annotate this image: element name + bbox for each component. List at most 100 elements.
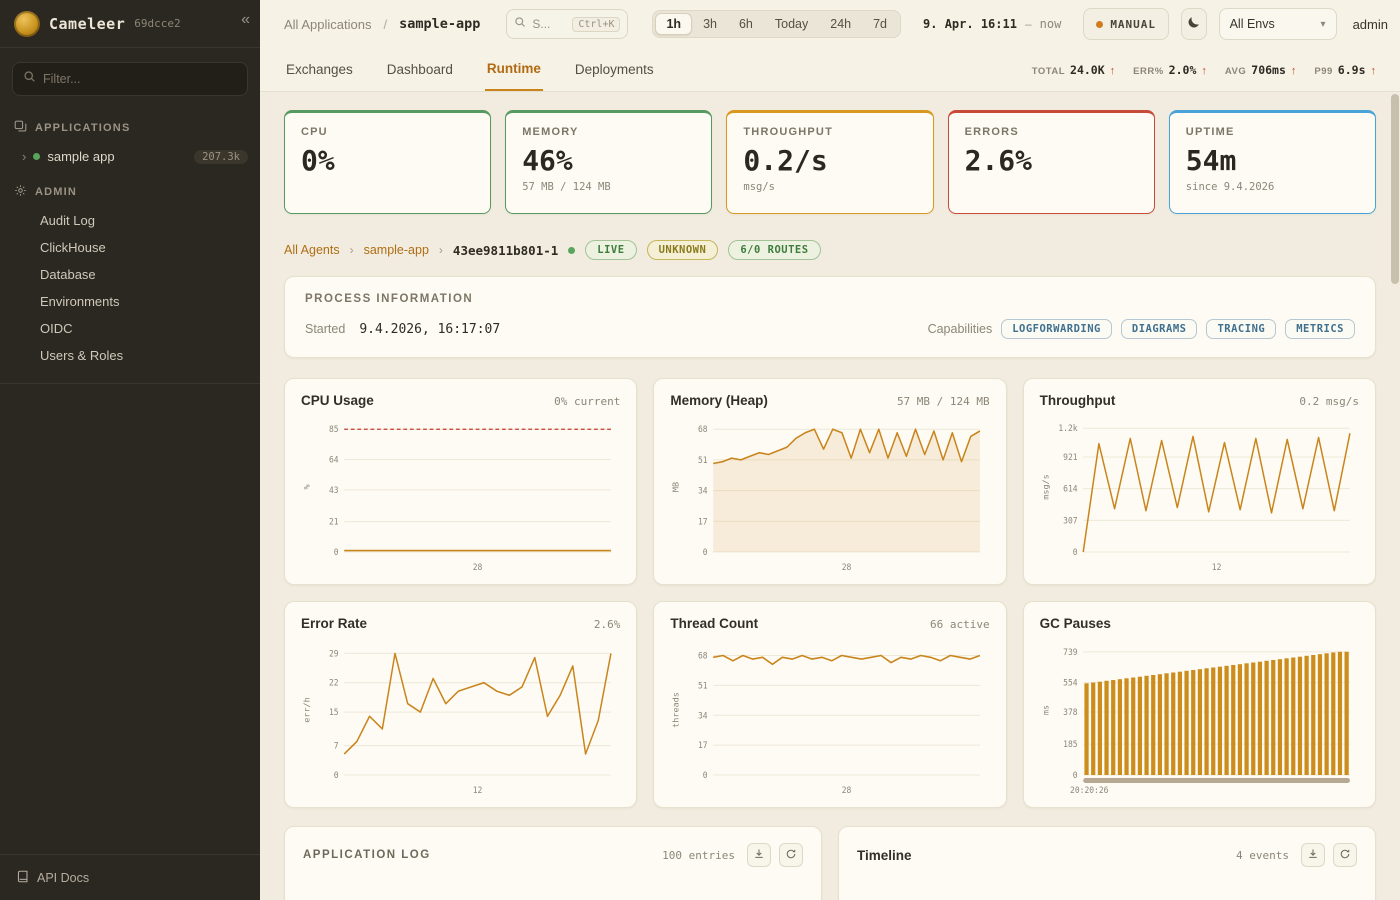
scrollbar-thumb[interactable] bbox=[1391, 94, 1399, 284]
svg-text:12: 12 bbox=[1211, 562, 1221, 572]
tabs: Exchanges Dashboard Runtime Deployments bbox=[284, 48, 656, 91]
time-range-group: 1h 3h 6h Today 24h 7d bbox=[652, 10, 902, 38]
svg-text:15: 15 bbox=[329, 707, 339, 717]
svg-text:34: 34 bbox=[698, 485, 708, 495]
svg-text:MB: MB bbox=[671, 482, 681, 492]
agent-app-link[interactable]: sample-app bbox=[363, 243, 429, 257]
refresh-mode-button[interactable]: MANUAL bbox=[1083, 8, 1170, 40]
content: CPU 0% MEMORY 46% 57 MB / 124 MB THROUGH… bbox=[260, 92, 1400, 900]
capability-diagrams: DIAGRAMS bbox=[1120, 319, 1198, 339]
time-range-6h[interactable]: 6h bbox=[728, 13, 764, 35]
process-information-title: PROCESS INFORMATION bbox=[305, 293, 474, 305]
refresh-timeline-button[interactable] bbox=[1333, 843, 1357, 867]
global-search[interactable]: Ctrl+K bbox=[506, 9, 629, 39]
tab-exchanges[interactable]: Exchanges bbox=[284, 48, 355, 91]
stat-card-sub bbox=[301, 181, 474, 194]
scrollbar bbox=[1391, 94, 1399, 900]
agents-link[interactable]: All Agents bbox=[284, 243, 340, 257]
chevron-right-icon: › bbox=[438, 243, 443, 257]
main-area: All Applications / sample-app Ctrl+K 1h … bbox=[260, 0, 1400, 900]
sidebar-item-sample-app[interactable]: › sample app 207.3k bbox=[0, 143, 260, 170]
time-range-today[interactable]: Today bbox=[764, 13, 819, 35]
svg-text:22: 22 bbox=[329, 677, 339, 687]
routes-badge: 6/0 ROUTES bbox=[728, 240, 821, 260]
refresh-log-button[interactable] bbox=[779, 843, 803, 867]
user-menu[interactable]: admin bbox=[1352, 16, 1388, 32]
svg-text:28: 28 bbox=[473, 562, 483, 572]
download-icon bbox=[1307, 848, 1319, 863]
tab-dashboard[interactable]: Dashboard bbox=[385, 48, 455, 91]
time-range-24h[interactable]: 24h bbox=[819, 13, 862, 35]
process-information-card: PROCESS INFORMATION Started 9.4.2026, 16… bbox=[284, 276, 1376, 358]
memory-heap-chart: 0 17 34 51 68 MB 28 bbox=[671, 424, 981, 572]
chart-card-error-rate: Error Rate 2.6% 0 7 15 22 29 err/h 12 bbox=[284, 601, 638, 808]
environment-select[interactable]: All Envs ▾ bbox=[1218, 8, 1337, 40]
time-range-1h[interactable]: 1h bbox=[655, 13, 693, 35]
api-docs-label: API Docs bbox=[37, 870, 90, 885]
api-docs-link[interactable]: API Docs bbox=[0, 854, 260, 900]
svg-text:68: 68 bbox=[698, 650, 708, 660]
svg-text:185: 185 bbox=[1063, 739, 1077, 749]
sidebar-item-users-roles[interactable]: Users & Roles bbox=[40, 348, 124, 363]
tab-deployments[interactable]: Deployments bbox=[573, 48, 656, 91]
sidebar-item-oidc[interactable]: OIDC bbox=[40, 321, 73, 336]
application-log-title: APPLICATION LOG bbox=[303, 849, 431, 861]
sidebar-item-audit-log[interactable]: Audit Log bbox=[40, 213, 95, 228]
svg-text:0: 0 bbox=[334, 547, 339, 557]
svg-text:34: 34 bbox=[698, 710, 708, 720]
global-search-input[interactable] bbox=[532, 17, 567, 31]
throughput-chart: 0 307 614 921 1.2k msg/s 12 bbox=[1040, 423, 1351, 572]
date-to[interactable]: now bbox=[1039, 17, 1062, 31]
stat-card-memory: MEMORY 46% 57 MB / 124 MB bbox=[505, 110, 713, 214]
dark-mode-toggle[interactable] bbox=[1181, 8, 1207, 40]
date-range-separator: – bbox=[1024, 17, 1032, 31]
svg-text:%: % bbox=[302, 484, 312, 489]
stat-cards-row: CPU 0% MEMORY 46% 57 MB / 124 MB THROUGH… bbox=[284, 110, 1376, 214]
svg-text:17: 17 bbox=[698, 516, 708, 526]
timeline-events-count: 4 events bbox=[1236, 848, 1289, 862]
sidebar-filter[interactable] bbox=[12, 62, 248, 96]
chart-current-value: 0.2 msg/s bbox=[1299, 395, 1359, 408]
sidebar-item-clickhouse[interactable]: ClickHouse bbox=[40, 240, 106, 255]
chart-current-value: 2.6% bbox=[593, 618, 621, 631]
applications-icon bbox=[14, 120, 27, 136]
stat-card-label: ERRORS bbox=[964, 126, 1019, 138]
chevron-down-icon: ▾ bbox=[1320, 18, 1326, 30]
download-log-button[interactable] bbox=[747, 843, 771, 867]
stat-card-label: THROUGHPUT bbox=[743, 126, 833, 138]
sidebar-section-applications: APPLICATIONS bbox=[0, 106, 260, 143]
sidebar-collapse-button[interactable]: « bbox=[241, 11, 250, 28]
time-range-7d[interactable]: 7d bbox=[862, 13, 898, 35]
refresh-icon bbox=[785, 848, 797, 863]
svg-text:1.2k: 1.2k bbox=[1058, 423, 1077, 433]
agent-breadcrumb: All Agents › sample-app › 43ee9811b801-1… bbox=[284, 240, 1376, 260]
stat-card-value: 0% bbox=[301, 144, 335, 177]
sidebar-item-database[interactable]: Database bbox=[40, 267, 96, 282]
capability-logforwarding: LOGFORWARDING bbox=[1001, 319, 1112, 339]
cpu-usage-chart: 0 21 43 64 85% 28 bbox=[302, 424, 611, 572]
time-range-3h[interactable]: 3h bbox=[692, 13, 728, 35]
timeline-title: Timeline bbox=[857, 847, 912, 863]
svg-text:51: 51 bbox=[698, 455, 708, 465]
arrow-up-icon: ↑ bbox=[1201, 64, 1207, 77]
moon-icon bbox=[1186, 15, 1201, 33]
search-shortcut-kbd: Ctrl+K bbox=[572, 16, 621, 32]
svg-text:614: 614 bbox=[1063, 483, 1077, 493]
arrow-up-icon: ↑ bbox=[1290, 64, 1297, 77]
download-timeline-button[interactable] bbox=[1301, 843, 1325, 867]
stat-card-cpu: CPU 0% bbox=[284, 110, 492, 214]
sidebar: Cameleer 69dcce2 « APPLICATIONS › sample… bbox=[0, 0, 260, 900]
breadcrumb-all-applications[interactable]: All Applications bbox=[284, 16, 372, 32]
chart-title: CPU Usage bbox=[301, 393, 374, 408]
breadcrumb-separator: / bbox=[383, 16, 388, 32]
sidebar-filter-input[interactable] bbox=[43, 72, 237, 86]
app-logo[interactable]: Cameleer bbox=[49, 14, 126, 33]
stat-card-uptime: UPTIME 54m since 9.4.2026 bbox=[1168, 110, 1376, 214]
app-logo-icon bbox=[14, 10, 40, 37]
stat-card-label: CPU bbox=[301, 126, 328, 138]
date-from[interactable]: 9. Apr. 16:11 bbox=[923, 17, 1017, 31]
gc-pauses-chart[interactable]: 0 185 378 554 739 ms 20:20:26 bbox=[1040, 635, 1359, 799]
svg-text:43: 43 bbox=[329, 485, 339, 495]
tab-runtime[interactable]: Runtime bbox=[484, 48, 543, 91]
sidebar-item-environments[interactable]: Environments bbox=[40, 294, 120, 309]
